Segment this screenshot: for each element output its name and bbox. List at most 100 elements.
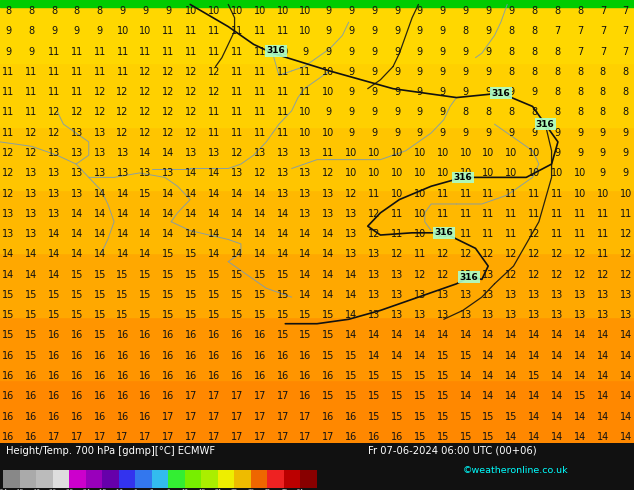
Text: 14: 14 [231,189,243,198]
Text: 17: 17 [254,412,266,421]
Text: 11: 11 [254,26,266,36]
Text: 7: 7 [577,47,583,57]
Text: 14: 14 [551,371,563,381]
Bar [0,63,634,127]
Text: 12: 12 [619,270,632,280]
Bar [135,470,152,488]
Text: 11: 11 [254,87,266,97]
Text: 12: 12 [528,249,540,259]
Text: 9: 9 [417,47,423,57]
Text: 15: 15 [208,290,220,300]
Text: 13: 13 [368,290,380,300]
Text: 14: 14 [322,229,335,239]
Text: 8: 8 [554,87,560,97]
Text: 13: 13 [528,310,540,320]
Text: 15: 15 [139,310,152,320]
Text: 7: 7 [600,6,606,16]
Text: 11: 11 [231,26,243,36]
Bar [284,470,301,488]
Text: 13: 13 [208,148,220,158]
Text: 16: 16 [94,391,106,401]
Text: 15: 15 [25,290,37,300]
Text: 11: 11 [2,67,15,77]
Text: 11: 11 [551,229,563,239]
Text: 14: 14 [619,412,632,421]
Text: 13: 13 [597,290,609,300]
Text: 11: 11 [505,229,517,239]
Text: 11: 11 [162,26,174,36]
Text: 13: 13 [460,290,472,300]
Text: 16: 16 [48,330,60,341]
Text: 15: 15 [437,412,449,421]
Text: 13: 13 [574,310,586,320]
Text: 14: 14 [597,391,609,401]
Text: 9: 9 [531,87,538,97]
Text: 14: 14 [208,189,220,198]
Text: 9: 9 [417,26,423,36]
Text: 14: 14 [276,249,289,259]
Bar [251,470,268,488]
Text: 9: 9 [531,128,538,138]
Text: 16: 16 [2,371,15,381]
Text: 11: 11 [597,209,609,219]
Text: 9: 9 [463,87,469,97]
Text: 9: 9 [463,6,469,16]
Text: 9: 9 [348,128,354,138]
Text: 54: 54 [297,489,304,490]
Text: 13: 13 [322,209,335,219]
Text: 16: 16 [25,432,37,442]
Text: 17: 17 [162,412,174,421]
Text: 9: 9 [371,87,377,97]
Text: 14: 14 [71,249,83,259]
Text: 14: 14 [528,351,540,361]
Text: Fr 07-06-2024 06:00 UTC (00+06): Fr 07-06-2024 06:00 UTC (00+06) [368,446,536,456]
Text: 11: 11 [528,209,540,219]
Text: 8: 8 [508,67,514,77]
Text: 14: 14 [345,270,358,280]
Text: 14: 14 [71,209,83,219]
Text: 16: 16 [391,432,403,442]
Text: 11: 11 [551,209,563,219]
Text: 9: 9 [371,26,377,36]
Text: 14: 14 [117,249,129,259]
Text: 15: 15 [322,391,335,401]
Text: 9: 9 [600,148,606,158]
Text: 9: 9 [508,6,514,16]
Text: 12: 12 [139,107,152,118]
Text: 7: 7 [623,47,629,57]
Text: 13: 13 [117,168,129,178]
Text: 18: 18 [198,489,205,490]
Text: 16: 16 [162,391,174,401]
Text: 11: 11 [139,47,152,57]
Text: 13: 13 [345,249,358,259]
Text: 316: 316 [453,173,472,182]
Text: 17: 17 [231,391,243,401]
Text: 15: 15 [299,310,312,320]
Text: 8: 8 [623,107,629,118]
Text: 14: 14 [117,189,129,198]
Text: Height/Temp. 700 hPa [gdmp][°C] ECMWF: Height/Temp. 700 hPa [gdmp][°C] ECMWF [6,446,216,456]
Text: 14: 14 [551,351,563,361]
Text: 14: 14 [139,229,152,239]
Text: 15: 15 [322,351,335,361]
Text: 12: 12 [139,128,152,138]
Bar [169,470,185,488]
Text: 14: 14 [505,330,517,341]
Text: 12: 12 [322,168,335,178]
Text: 8: 8 [463,107,469,118]
Text: 9: 9 [394,47,400,57]
Text: 10: 10 [368,168,380,178]
Text: 14: 14 [231,249,243,259]
Text: 16: 16 [345,432,358,442]
Text: 17: 17 [276,432,289,442]
Text: -12: -12 [114,489,123,490]
Text: 15: 15 [94,330,106,341]
Text: 13: 13 [299,168,312,178]
Bar [69,470,86,488]
Text: 11: 11 [391,229,403,239]
Text: 14: 14 [505,371,517,381]
Bar [218,470,235,488]
Text: 16: 16 [185,351,197,361]
Text: 15: 15 [208,310,220,320]
Text: 15: 15 [391,412,403,421]
